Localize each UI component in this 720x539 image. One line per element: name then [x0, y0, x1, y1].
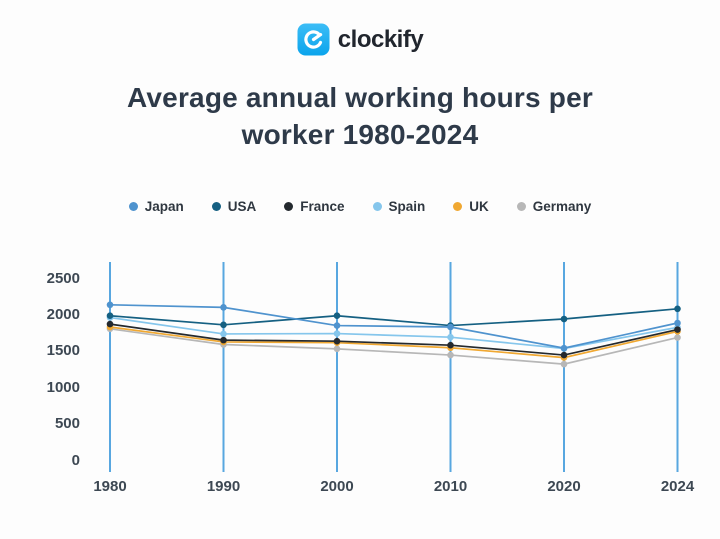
y-tick-2500: 2500: [46, 269, 80, 287]
legend-item-germany: Germany: [516, 199, 592, 214]
data-point-usa-2000: [333, 312, 341, 320]
legend-dot-uk: [453, 202, 463, 211]
data-point-spain-2010: [447, 333, 454, 341]
y-tick-2000: 2000: [46, 306, 80, 323]
data-point-germany-2020: [560, 360, 568, 368]
data-point-france-2020: [560, 351, 568, 359]
legend-dot-japan: [128, 202, 138, 211]
x-tick-2024: 2024: [660, 478, 695, 495]
x-tick-1980: 1980: [93, 478, 127, 495]
data-point-france-1990: [220, 336, 227, 344]
data-point-france-2024: [674, 326, 681, 333]
x-tick-1990: 1990: [206, 478, 241, 495]
legend-dot-germany: [516, 202, 526, 211]
series-line-spain: [109, 316, 678, 350]
x-tick-2010: 2010: [433, 478, 468, 495]
data-point-japan-1980: [106, 301, 114, 309]
clockify-logo-text: clockify: [337, 25, 424, 53]
series-line-usa: [109, 307, 678, 327]
y-tick-1000: 1000: [46, 378, 80, 396]
y-tick-0: 0: [71, 451, 80, 469]
y-tick-500: 500: [54, 415, 80, 433]
chart-title: Average annual working hours per worker 1…: [0, 80, 720, 154]
chart-area: 0 500 1000 1500 2000 2500 1980 1990 2000 2010 202…: [0, 240, 720, 510]
data-point-usa-1980: [106, 312, 114, 320]
legend-label: USA: [227, 199, 257, 214]
x-tick-2020: 2020: [547, 478, 581, 495]
y-tick-1500: 1500: [46, 342, 80, 360]
legend-dot-usa: [211, 202, 221, 211]
data-point-usa-2020: [560, 315, 568, 323]
legend-item-france: France: [284, 199, 345, 214]
legend-label: France: [300, 199, 345, 214]
legend-label: Japan: [144, 199, 184, 214]
data-point-japan-2024: [674, 319, 681, 327]
data-point-france-1980: [106, 320, 114, 328]
data-point-usa-1990: [220, 321, 227, 329]
clockify-clock-icon: [297, 23, 330, 56]
data-point-japan-2000: [333, 322, 341, 329]
data-point-japan-1990: [220, 304, 227, 311]
chart-title-line1: Average annual working hours per: [127, 82, 593, 113]
data-point-france-2010: [447, 341, 454, 349]
clockify-logo: clockify: [0, 23, 720, 56]
chart-title-line2: worker 1980-2024: [241, 118, 479, 150]
data-point-japan-2020: [560, 344, 568, 352]
data-point-germany-2000: [333, 345, 341, 353]
legend-item-japan: Japan: [128, 199, 184, 214]
series-line-japan: [109, 303, 678, 349]
data-point-spain-2000: [333, 330, 341, 337]
series-line-uk: [109, 326, 678, 359]
chart-legend: Japan USA France Spain UK Germany: [0, 199, 720, 214]
legend-label: UK: [469, 199, 489, 214]
legend-dot-spain: [372, 202, 382, 211]
data-point-japan-2010: [447, 323, 454, 331]
series-line-france: [109, 323, 678, 356]
data-point-spain-1990: [220, 330, 227, 338]
data-point-germany-2010: [447, 351, 454, 359]
data-point-germany-2024: [674, 334, 681, 341]
x-tick-2000: 2000: [320, 478, 354, 495]
legend-item-uk: UK: [453, 199, 489, 214]
line-plot: [106, 262, 681, 472]
data-point-usa-2024: [674, 305, 681, 313]
legend-label: Spain: [388, 199, 426, 214]
legend-item-usa: USA: [211, 199, 257, 214]
legend-label: Germany: [532, 199, 592, 214]
series-line-germany: [109, 327, 678, 365]
legend-dot-france: [284, 202, 294, 211]
data-point-france-2000: [333, 337, 341, 345]
legend-item-spain: Spain: [372, 199, 426, 214]
